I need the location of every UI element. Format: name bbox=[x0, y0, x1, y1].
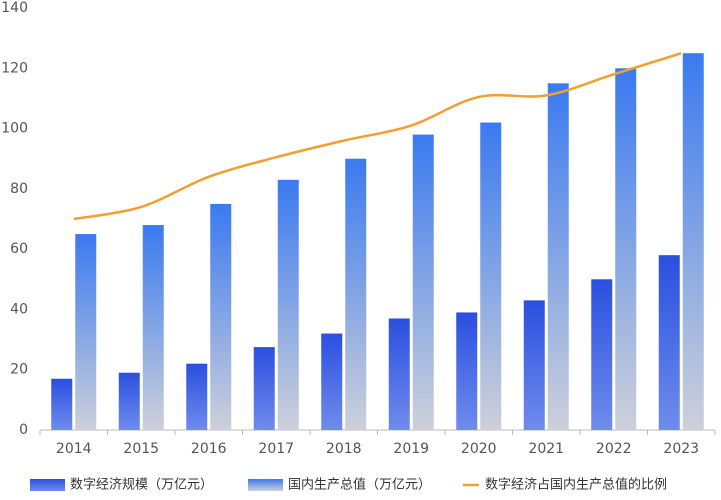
legend-swatch bbox=[30, 479, 65, 491]
bar bbox=[388, 318, 410, 430]
x-tick-label: 2015 bbox=[123, 441, 159, 457]
y-tick-label: 120 bbox=[1, 60, 28, 76]
bar bbox=[345, 158, 367, 430]
bar bbox=[412, 134, 434, 430]
x-tick-label: 2022 bbox=[596, 441, 632, 457]
bar bbox=[118, 372, 140, 430]
bar bbox=[51, 378, 73, 430]
y-tick-label: 0 bbox=[19, 422, 28, 438]
bar bbox=[480, 122, 502, 431]
y-tick-label: 20 bbox=[10, 362, 28, 378]
line bbox=[73, 52, 682, 221]
bar bbox=[615, 68, 637, 431]
bar bbox=[277, 179, 299, 430]
bar bbox=[142, 225, 164, 430]
bar bbox=[658, 255, 680, 430]
legend: 数字经济规模（万亿元） 国内生产总值（万亿元） 数字经济占国内生产总值的比例 bbox=[30, 477, 667, 493]
x-tick-label: 2021 bbox=[528, 441, 564, 457]
x-tick-label: 2023 bbox=[663, 441, 699, 457]
bar bbox=[253, 347, 275, 430]
y-tick-label: 100 bbox=[1, 121, 28, 137]
x-tick-label: 2020 bbox=[461, 441, 497, 457]
legend-label: 国内生产总值（万亿元） bbox=[288, 477, 431, 493]
x-tick-label: 2014 bbox=[56, 441, 92, 457]
bar bbox=[547, 83, 569, 430]
bar bbox=[591, 279, 613, 430]
y-tick-label: 80 bbox=[10, 181, 28, 197]
x-tick-label: 2019 bbox=[393, 441, 429, 457]
bar bbox=[186, 363, 208, 430]
y-tick-label: 40 bbox=[10, 301, 28, 317]
bar bbox=[682, 53, 704, 430]
y-tick-label: 140 bbox=[1, 0, 28, 16]
legend-label: 数字经济规模（万亿元） bbox=[70, 478, 213, 493]
x-tick-label: 2016 bbox=[191, 441, 227, 457]
bar bbox=[75, 234, 97, 430]
bar bbox=[456, 312, 478, 430]
x-tick-label: 2017 bbox=[258, 441, 294, 457]
bar bbox=[210, 203, 232, 430]
legend-swatch bbox=[248, 479, 283, 491]
x-tick-label: 2018 bbox=[326, 441, 362, 457]
legend-label: 数字经济占国内生产总值的比例 bbox=[485, 477, 667, 493]
bar bbox=[523, 300, 545, 430]
bar bbox=[321, 333, 343, 430]
y-tick-label: 60 bbox=[10, 241, 28, 257]
